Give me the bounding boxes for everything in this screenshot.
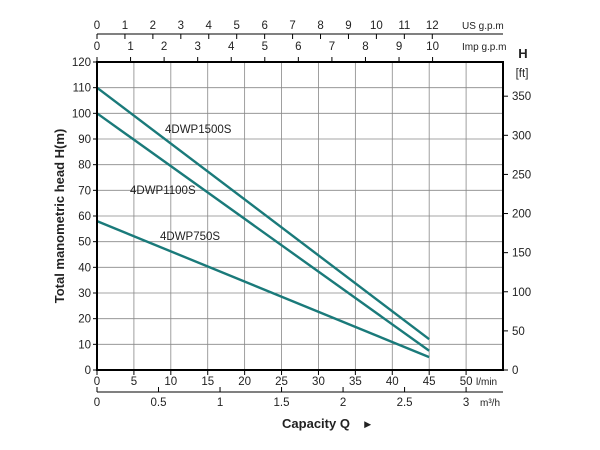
us-gpm-tick-label: 3 bbox=[178, 20, 184, 32]
us-gpm-unit-label: US g.p.m bbox=[462, 21, 504, 32]
m3h-tick-label: 0.5 bbox=[151, 397, 167, 409]
us-gpm-tick-label: 9 bbox=[345, 20, 351, 32]
us-gpm-tick-label: 7 bbox=[289, 20, 295, 32]
x-tick-label: 35 bbox=[349, 376, 362, 388]
imp-gpm-tick-label: 10 bbox=[426, 41, 439, 53]
label-layer: 0 5 10 15 20 25 30 35 40 45 50 l/min010203040506070… bbox=[52, 20, 531, 431]
m3h-tick-label: 3 bbox=[463, 397, 469, 409]
imp-gpm-tick-label: 8 bbox=[362, 41, 368, 53]
ft-axis-unit: [ft] bbox=[516, 68, 529, 80]
m3h-unit-label: m³/h bbox=[480, 398, 500, 409]
us-gpm-tick-label: 0 bbox=[94, 20, 100, 32]
x-tick-label: 45 bbox=[423, 376, 436, 388]
series-label: 4DWP750S bbox=[160, 231, 220, 243]
imp-gpm-tick-label: 9 bbox=[396, 41, 402, 53]
x-tick-label: 30 bbox=[312, 376, 325, 388]
us-gpm-tick-label: 10 bbox=[370, 20, 383, 32]
ft-tick-label: 100 bbox=[512, 287, 531, 299]
us-gpm-tick-label: 4 bbox=[206, 20, 213, 32]
curve-4DWP1500S bbox=[96, 86, 430, 341]
x-tick-label: 0 bbox=[94, 376, 100, 388]
x-tick-label: 50 bbox=[460, 376, 473, 388]
curve-layer bbox=[96, 86, 430, 359]
x-tick-label: 20 bbox=[238, 376, 251, 388]
us-gpm-tick-label: 8 bbox=[317, 20, 323, 32]
y-tick-label: 120 bbox=[72, 57, 91, 69]
ft-tick-label: 300 bbox=[512, 130, 531, 142]
m3h-tick-label: 2 bbox=[340, 397, 346, 409]
m3h-tick-label: 0 bbox=[94, 397, 100, 409]
us-gpm-tick-label: 11 bbox=[398, 20, 410, 32]
m3h-tick-label: 1 bbox=[217, 397, 223, 409]
ft-axis-title: H bbox=[518, 46, 527, 61]
x-tick-label: 40 bbox=[386, 376, 399, 388]
y-axis-title: Total manometric head H(m) bbox=[52, 129, 67, 304]
imp-gpm-tick-label: 5 bbox=[262, 41, 268, 53]
y-tick-label: 30 bbox=[78, 288, 91, 300]
x-tick-label: 5 bbox=[131, 376, 137, 388]
ft-tick-label: 200 bbox=[512, 209, 531, 221]
ft-tick-label: 0 bbox=[512, 365, 518, 377]
imp-gpm-tick-label: 0 bbox=[94, 41, 100, 53]
x-tick-label: 10 bbox=[164, 376, 177, 388]
y-tick-label: 50 bbox=[78, 237, 91, 249]
ft-tick-label: 50 bbox=[512, 326, 525, 338]
imp-gpm-tick-label: 6 bbox=[295, 41, 301, 53]
curve-4DWP1100S bbox=[96, 112, 430, 352]
us-gpm-tick-label: 2 bbox=[150, 20, 156, 32]
us-gpm-tick-label: 12 bbox=[426, 20, 439, 32]
ft-tick-label: 250 bbox=[512, 169, 531, 181]
x-axis-arrow-icon: ► bbox=[362, 419, 373, 431]
ft-tick-label: 150 bbox=[512, 248, 531, 260]
x-tick-label: 25 bbox=[275, 376, 288, 388]
imp-gpm-tick-label: 4 bbox=[228, 41, 235, 53]
y-tick-label: 90 bbox=[78, 134, 91, 146]
y-tick-label: 10 bbox=[78, 339, 91, 351]
imp-gpm-tick-label: 7 bbox=[329, 41, 335, 53]
y-tick-label: 60 bbox=[78, 211, 91, 223]
x-tick-label: 15 bbox=[201, 376, 214, 388]
x-axis-title: Capacity Q bbox=[282, 416, 350, 431]
m3h-tick-label: 2.5 bbox=[397, 397, 413, 409]
series-label: 4DWP1100S bbox=[130, 185, 196, 197]
y-tick-label: 20 bbox=[78, 314, 91, 326]
series-label: 4DWP1500S bbox=[165, 124, 232, 136]
us-gpm-tick-label: 6 bbox=[261, 20, 267, 32]
imp-gpm-unit-label: Imp g.p.m bbox=[462, 42, 506, 53]
imp-gpm-tick-label: 3 bbox=[194, 41, 200, 53]
y-tick-label: 40 bbox=[78, 262, 91, 274]
ft-tick-label: 350 bbox=[512, 91, 531, 103]
x-unit-label: l/min bbox=[476, 377, 497, 388]
curve-4DWP750S bbox=[96, 220, 430, 359]
us-gpm-tick-label: 1 bbox=[122, 20, 128, 32]
imp-gpm-tick-label: 2 bbox=[161, 41, 167, 53]
y-tick-label: 0 bbox=[85, 365, 91, 377]
imp-gpm-tick-label: 1 bbox=[127, 41, 133, 53]
axis-layer bbox=[93, 33, 508, 393]
m3h-tick-label: 1.5 bbox=[274, 397, 290, 409]
y-tick-label: 110 bbox=[73, 83, 91, 95]
y-tick-label: 80 bbox=[78, 160, 91, 172]
y-tick-label: 100 bbox=[72, 108, 91, 120]
grid-layer bbox=[97, 62, 503, 370]
us-gpm-tick-label: 5 bbox=[233, 20, 239, 32]
y-tick-label: 70 bbox=[78, 185, 91, 197]
